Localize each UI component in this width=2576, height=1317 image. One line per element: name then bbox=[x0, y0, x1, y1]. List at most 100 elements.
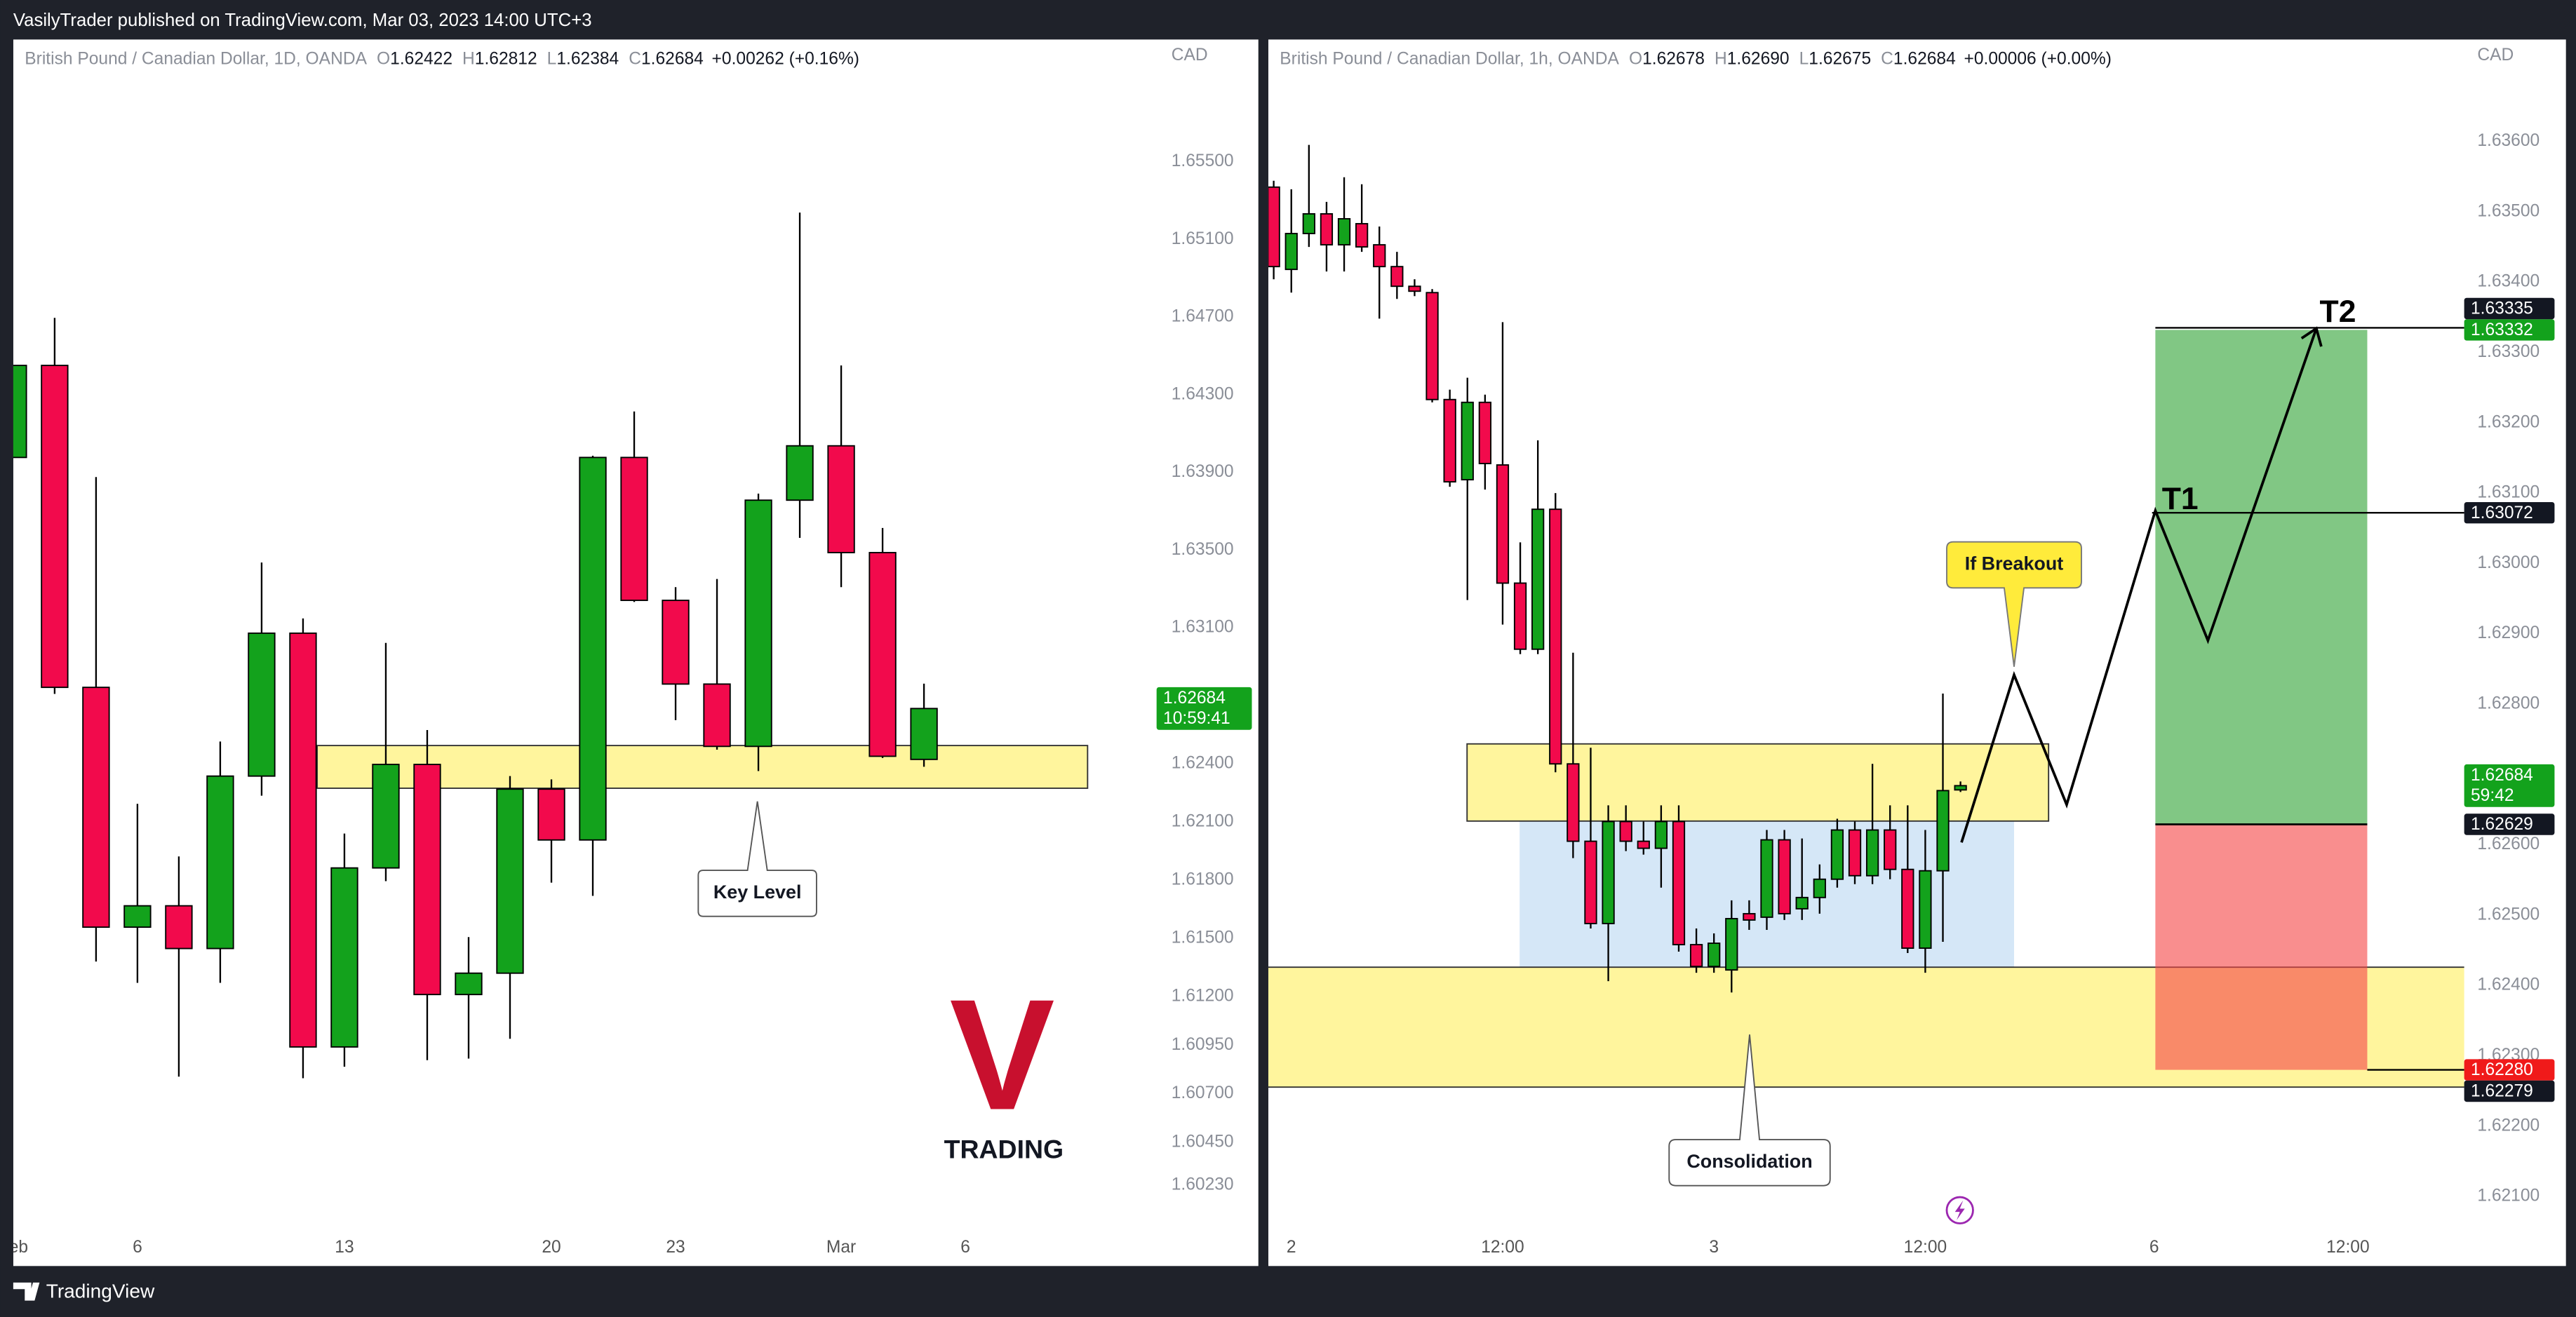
candle-body bbox=[1268, 186, 1280, 268]
y-tick-label: 1.63100 bbox=[1172, 618, 1234, 637]
candle-body bbox=[82, 687, 110, 928]
candle-body bbox=[248, 632, 276, 777]
candle-body bbox=[1337, 218, 1351, 246]
price-label-box bbox=[2464, 319, 2555, 341]
breakout-zone bbox=[1466, 743, 2050, 822]
price-label: 1.62684 bbox=[1163, 689, 1226, 708]
y-tick-label: 1.62600 bbox=[2477, 835, 2540, 853]
candle-body bbox=[1654, 820, 1668, 849]
target-label: T2 bbox=[2320, 295, 2356, 329]
y-tick-label: 1.62100 bbox=[1172, 812, 1234, 831]
price-label: 1.62279 bbox=[2471, 1082, 2533, 1101]
y-tick-label: 1.64300 bbox=[1172, 384, 1234, 403]
y-tick-label: 1.62100 bbox=[2477, 1187, 2540, 1205]
y-tick-label: 1.63400 bbox=[2477, 272, 2540, 291]
candle-body bbox=[1689, 944, 1703, 968]
candle-body bbox=[1513, 582, 1527, 650]
y-tick-label: 1.61200 bbox=[1172, 987, 1234, 1006]
callout-box bbox=[1668, 1034, 1831, 1187]
price-label: 1.63332 bbox=[2471, 320, 2533, 339]
x-tick-label: 3 bbox=[1709, 1238, 1719, 1257]
candle-body bbox=[744, 499, 772, 748]
projection-path bbox=[1960, 327, 2318, 843]
price-label-box bbox=[2464, 297, 2555, 320]
hourly-panel: If Breakout Consolidation T1 T2 1.63600 1… bbox=[1268, 39, 2566, 1267]
projection-arrow bbox=[2300, 326, 2323, 347]
legend-value: 1.62422 bbox=[390, 49, 452, 68]
alert-icon[interactable] bbox=[1945, 1196, 1974, 1224]
axes: 1.65500 1.65100 1.64700 1.64300 1.63900 1.635… bbox=[0, 46, 1252, 1257]
y-tick-label: 1.65100 bbox=[1172, 229, 1234, 248]
candle-body bbox=[1320, 212, 1334, 246]
y-tick-label: 1.62200 bbox=[2477, 1116, 2540, 1135]
x-tick-label: 20 bbox=[542, 1238, 561, 1257]
candle-body bbox=[579, 457, 607, 841]
candle-body bbox=[1549, 508, 1562, 765]
y-tick-label: 1.62800 bbox=[2477, 694, 2540, 713]
x-tick-label: 6 bbox=[133, 1238, 142, 1257]
price-label-box bbox=[2464, 764, 2555, 807]
candle-body bbox=[827, 445, 855, 553]
y-tick-label: 1.62900 bbox=[2477, 623, 2540, 642]
chart-legend: British Pound / Canadian Dollar, 1h, OAN… bbox=[1280, 49, 2112, 68]
candle-body bbox=[41, 365, 69, 689]
currency-label: CAD bbox=[2477, 46, 2514, 65]
y-tick-label: 1.62400 bbox=[1172, 753, 1234, 772]
candle-body bbox=[1884, 829, 1897, 870]
currency-label: CAD bbox=[1172, 46, 1208, 65]
y-tick-label: 1.63500 bbox=[1172, 540, 1234, 559]
y-tick-label: 1.63600 bbox=[2477, 131, 2540, 150]
logo-mark: V bbox=[950, 966, 1055, 1142]
panel-bg bbox=[13, 39, 1259, 1267]
price-label: 1.62684 bbox=[2471, 766, 2533, 785]
candle-body bbox=[330, 867, 358, 1048]
price-label: 1.62280 bbox=[2471, 1060, 2533, 1079]
legend-key: L bbox=[1799, 49, 1809, 68]
y-tick-label: 1.60700 bbox=[1172, 1083, 1234, 1102]
candle-body bbox=[1830, 829, 1844, 880]
target-label: T1 bbox=[2162, 482, 2199, 516]
candle-body bbox=[1672, 820, 1686, 945]
stop-box bbox=[2155, 824, 2368, 1070]
price-label-box bbox=[2464, 1059, 2555, 1081]
legend-change: +0.00006 (+0.00%) bbox=[1964, 49, 2111, 68]
candles bbox=[1268, 144, 2464, 1071]
candle-body bbox=[1602, 820, 1615, 924]
candle-body bbox=[496, 788, 524, 974]
drawings-over: If Breakout Consolidation T1 T2 bbox=[1668, 295, 2356, 1224]
candle-body bbox=[910, 708, 938, 760]
x-tick-label: 12:00 bbox=[1481, 1238, 1524, 1257]
candle-body bbox=[455, 972, 483, 996]
y-tick-label: 1.63000 bbox=[2477, 553, 2540, 572]
candle-body bbox=[1302, 212, 1315, 234]
candle-body bbox=[1813, 878, 1826, 898]
axes: 1.63600 1.63500 1.63400 1.63300 1.63200 1.631… bbox=[1280, 46, 2555, 1257]
price-label-box bbox=[2464, 1080, 2555, 1102]
candle-body bbox=[1778, 839, 1791, 914]
y-tick-label: 1.65500 bbox=[1172, 151, 1234, 170]
logo-text: TRADING bbox=[944, 1134, 1064, 1163]
candle-body bbox=[703, 683, 731, 748]
candle-body bbox=[1425, 292, 1439, 400]
legend-title: British Pound / Canadian Dollar, 1D, OAN… bbox=[25, 49, 367, 68]
price-label-box bbox=[1156, 687, 1252, 730]
candle-body bbox=[1567, 763, 1580, 842]
x-tick-label: 13 bbox=[335, 1238, 354, 1257]
y-tick-label: 1.63200 bbox=[2477, 412, 2540, 431]
x-tick-label: 6 bbox=[2149, 1238, 2159, 1257]
footer-logo bbox=[13, 1282, 40, 1301]
candle-body bbox=[1708, 943, 1721, 968]
legend-value: 1.62384 bbox=[556, 49, 619, 68]
legend-key: L bbox=[547, 49, 557, 68]
x-tick-label: Feb bbox=[0, 1238, 28, 1257]
candle-body bbox=[1725, 917, 1738, 971]
candle-body bbox=[1443, 398, 1456, 483]
candle-body bbox=[1373, 244, 1386, 268]
y-tick-label: 1.61500 bbox=[1172, 928, 1234, 947]
legend-key: H bbox=[1715, 49, 1727, 68]
x-tick-label: Mar bbox=[826, 1238, 856, 1257]
candle-body bbox=[868, 552, 897, 757]
x-tick-label: 2 bbox=[1287, 1238, 1296, 1257]
